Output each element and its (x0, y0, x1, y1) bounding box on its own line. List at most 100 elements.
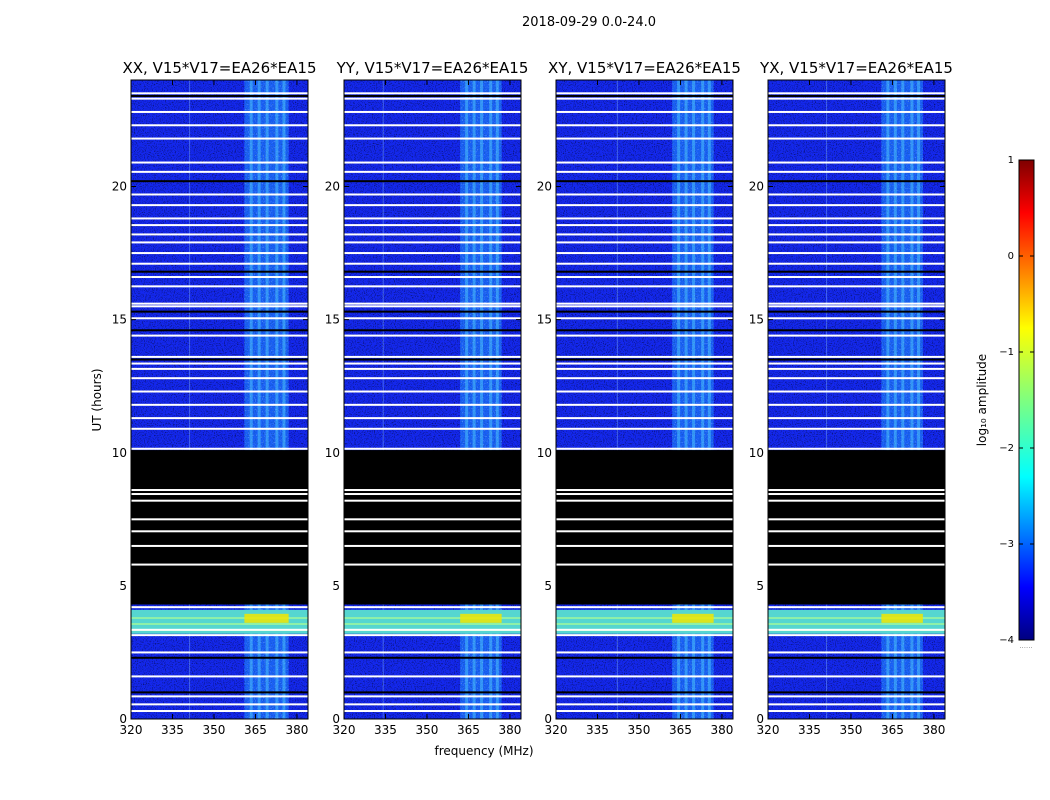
white-gap-line (556, 285, 733, 288)
rfi-streak (275, 80, 279, 719)
colorbar-tick-label: 0 (1008, 251, 1014, 262)
white-gap-line (131, 193, 308, 196)
white-gap-line (556, 241, 733, 244)
black-gap-line (131, 358, 308, 361)
y-tick-label: 15 (537, 313, 552, 327)
x-tick-label: 320 (120, 723, 143, 737)
white-gap-line (556, 518, 733, 521)
y-tick-label: 5 (544, 579, 552, 593)
white-gap-line (768, 241, 945, 244)
x-tick-label: 350 (203, 723, 226, 737)
white-gap-line (556, 193, 733, 196)
panel-3: YX, V15*V17=EA26*EA15 320 335 350 365 380 0 5 10… (749, 59, 953, 737)
colorbar-gradient (1018, 159, 1035, 641)
white-gap-line (556, 355, 733, 358)
x-axis-label: frequency (MHz) (434, 744, 533, 758)
y-tick-label: 15 (325, 313, 340, 327)
colorbar-tick-label: −4 (999, 635, 1014, 646)
white-gap-line (344, 355, 521, 358)
white-gap-line (768, 367, 945, 370)
y-tick-label: 20 (112, 180, 127, 194)
white-gap-line (556, 224, 733, 227)
white-gap-line (344, 302, 521, 305)
white-gap-line (556, 137, 733, 140)
rfi-streak (684, 80, 688, 719)
white-gap-line (556, 493, 733, 496)
y-tick-label: 0 (544, 712, 552, 726)
white-gap-line (344, 499, 521, 502)
white-gap-line (344, 285, 521, 288)
rfi-streak (472, 80, 476, 719)
white-gap-line (344, 262, 521, 265)
figure-title: 2018-09-29 0.0-24.0 (522, 15, 656, 30)
x-tick-label: 380 (710, 723, 733, 737)
white-gap-line (131, 252, 308, 255)
white-gap-line (768, 427, 945, 430)
x-tick-label: 335 (161, 723, 184, 737)
black-gap-line (344, 358, 521, 361)
colorbar: 1 0 −1 −2 −3 −4 log₁₀ amplitude ...... (975, 155, 1035, 650)
white-gap-line (556, 317, 733, 320)
white-gap-line (768, 305, 945, 308)
white-gap-line (344, 606, 521, 609)
y-tick-label: 20 (749, 180, 764, 194)
panel-title: XY, V15*V17=EA26*EA15 (548, 59, 741, 77)
white-gap-line (556, 262, 733, 265)
y-tick-label: 10 (325, 446, 340, 460)
white-gap-line (131, 710, 308, 713)
panel-2: XY, V15*V17=EA26*EA15 320 335 350 365 380 0 5 10… (537, 59, 741, 737)
rfi-streak (282, 80, 286, 719)
rfi-streak (901, 80, 905, 719)
white-gap-line (768, 161, 945, 164)
white-gap-line (556, 499, 733, 502)
white-gap-line (768, 703, 945, 706)
white-gap-line (344, 252, 521, 255)
white-gap-line (344, 695, 521, 698)
x-tick-label: 335 (374, 723, 397, 737)
white-gap-line (556, 489, 733, 492)
calibrator-stripe (768, 617, 945, 620)
white-gap-line (131, 302, 308, 305)
white-gap-line (131, 161, 308, 164)
white-gap-line (131, 170, 308, 173)
white-gap-line (344, 204, 521, 207)
white-gap-line (131, 355, 308, 358)
white-gap-line (556, 675, 733, 678)
white-gap-line (556, 628, 733, 631)
black-gap-line (131, 310, 308, 313)
white-gap-line (768, 493, 945, 496)
white-gap-line (131, 276, 308, 279)
white-gap-line (556, 695, 733, 698)
white-gap-line (768, 217, 945, 220)
black-gap-line (768, 358, 945, 361)
white-gap-line (556, 92, 733, 95)
white-gap-line (131, 489, 308, 492)
y-tick-label: 5 (332, 579, 340, 593)
white-gap-line (556, 390, 733, 393)
white-gap-line (556, 302, 733, 305)
white-gap-line (131, 403, 308, 406)
white-gap-line (344, 367, 521, 370)
white-gap-line (131, 367, 308, 370)
panel-frame (555, 79, 734, 720)
white-gap-line (344, 161, 521, 164)
x-tick-label: 350 (416, 723, 439, 737)
black-gap-line (344, 691, 521, 694)
y-tick-label: 0 (756, 712, 764, 726)
white-gap-line (344, 518, 521, 521)
white-gap-line (768, 233, 945, 236)
panel-title: YX, V15*V17=EA26*EA15 (759, 59, 953, 77)
y-tick-label: 10 (749, 446, 764, 460)
white-gap-line (556, 110, 733, 113)
white-gap-line (344, 224, 521, 227)
x-tick-label: 320 (545, 723, 568, 737)
white-gap-line (556, 305, 733, 308)
white-gap-line (131, 124, 308, 127)
black-gap-line (344, 94, 521, 97)
white-gap-line (344, 427, 521, 430)
y-axis-label: UT (hours) (90, 368, 104, 431)
rfi-streak (701, 80, 705, 719)
black-gap-line (768, 656, 945, 659)
white-gap-line (768, 193, 945, 196)
white-gap-line (556, 651, 733, 654)
